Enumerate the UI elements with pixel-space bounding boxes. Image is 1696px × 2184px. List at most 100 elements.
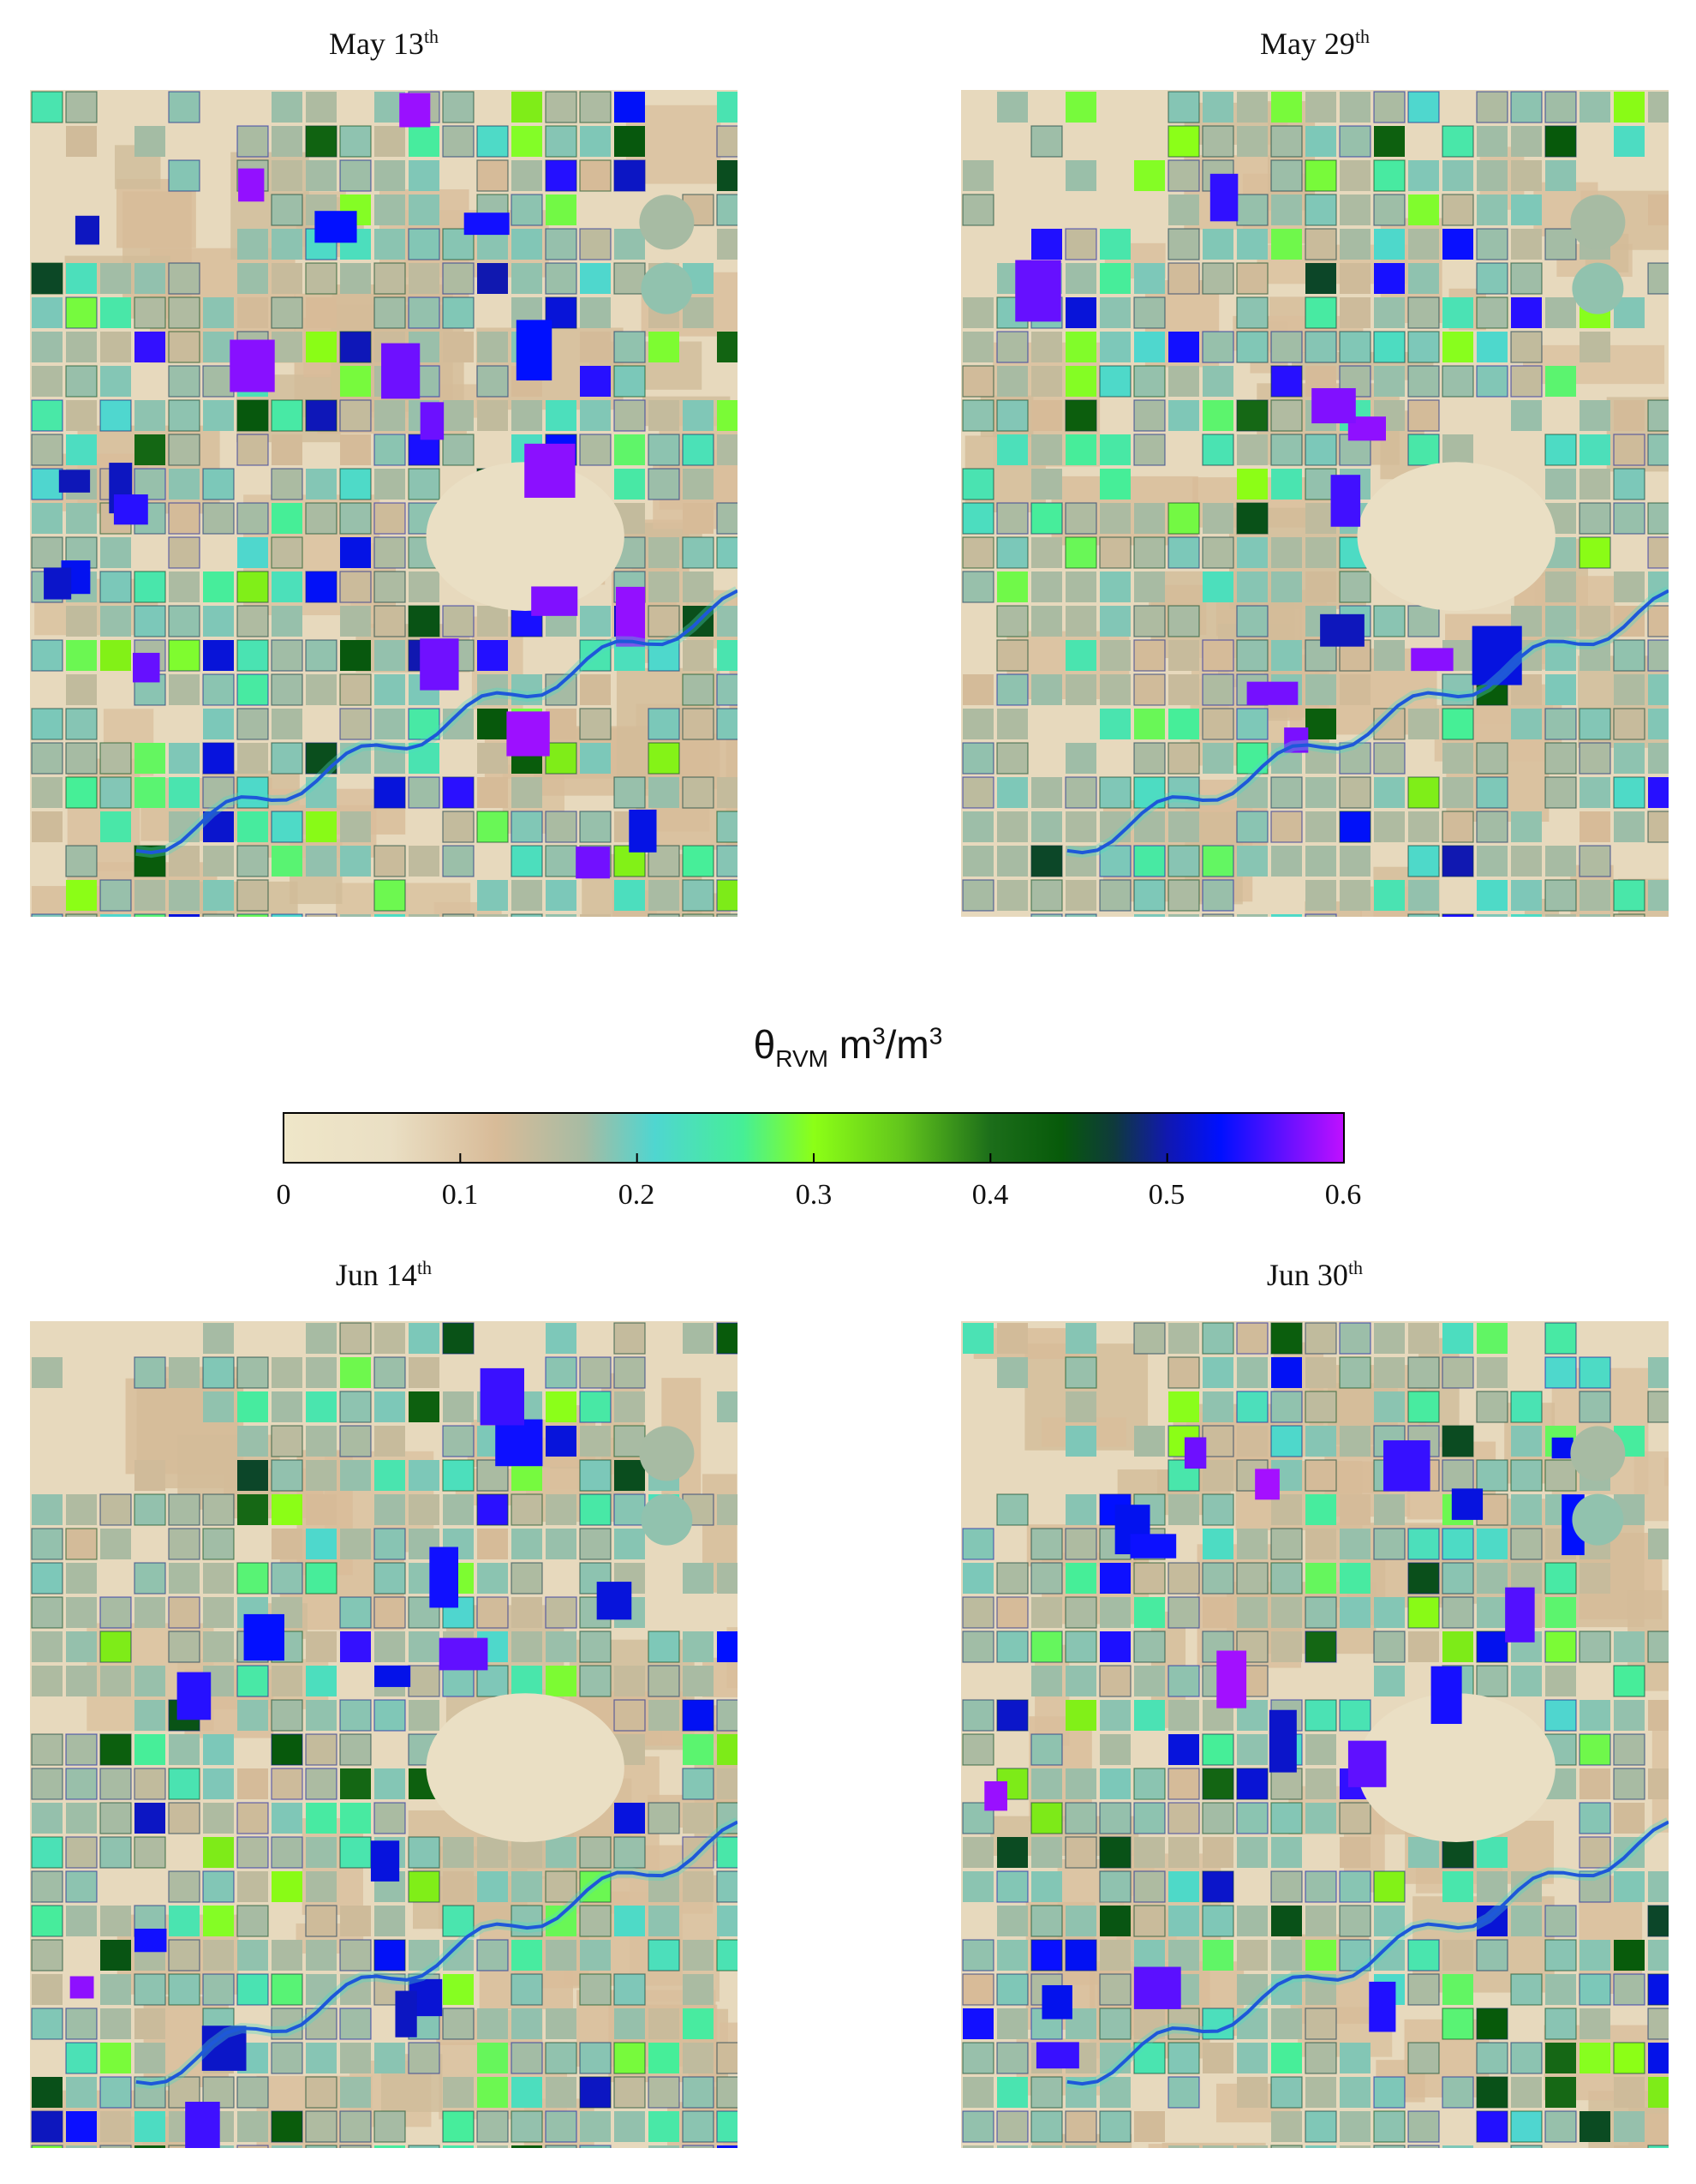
field (100, 606, 131, 637)
field-border (373, 502, 406, 535)
field (963, 1700, 994, 1731)
field-border (65, 1836, 98, 1869)
field (1614, 1871, 1645, 1902)
field (443, 1391, 474, 1422)
field (1340, 229, 1371, 260)
field (1203, 503, 1233, 534)
field (306, 1906, 337, 1936)
field-border (1065, 1631, 1097, 1663)
field (1374, 1391, 1405, 1422)
field (169, 434, 200, 465)
field-border (1579, 1973, 1611, 2006)
field (1100, 846, 1131, 877)
field-border (1647, 399, 1669, 432)
field-border (339, 399, 372, 432)
field (1066, 332, 1096, 362)
field (1374, 1529, 1405, 1559)
field (237, 263, 268, 294)
field-border (1133, 1631, 1166, 1663)
field (100, 1529, 131, 1559)
field (1168, 880, 1199, 911)
field (134, 126, 165, 157)
field (1374, 366, 1405, 397)
field (374, 1323, 405, 1354)
field-border (1476, 776, 1508, 809)
field-border (373, 434, 406, 466)
field (683, 2145, 714, 2148)
field (1614, 434, 1645, 465)
field-border (168, 2145, 200, 2148)
field (614, 434, 645, 465)
field-border (134, 1356, 166, 1389)
field (374, 1700, 405, 1731)
field (237, 126, 268, 157)
field-border (373, 845, 406, 877)
field-border (1167, 262, 1200, 295)
field-border (1065, 399, 1097, 432)
field-border (408, 1596, 440, 1629)
field-border (716, 2110, 738, 2143)
field (1340, 126, 1371, 157)
field (511, 777, 542, 808)
dry-region (85, 2140, 143, 2148)
field (1066, 1940, 1096, 1971)
field-border (271, 673, 303, 706)
field (511, 2008, 542, 2039)
field-border (1407, 845, 1440, 877)
field (306, 1666, 337, 1696)
field (272, 1700, 302, 1731)
field (272, 606, 302, 637)
field-border (962, 1973, 994, 2006)
field (66, 674, 97, 705)
field-border (1544, 1699, 1577, 1732)
field (32, 914, 63, 917)
field-border (1236, 811, 1269, 843)
field-border (1202, 1802, 1234, 1834)
field-border (1099, 1802, 1132, 1834)
field (374, 846, 405, 877)
field (1648, 503, 1669, 534)
field (306, 1426, 337, 1457)
field-border (1407, 2110, 1440, 2143)
field (272, 1563, 302, 1594)
field-border (339, 502, 372, 535)
field (683, 2008, 714, 2039)
field (237, 2077, 268, 2108)
field (1134, 366, 1165, 397)
field (1477, 846, 1508, 877)
field-border (236, 2076, 269, 2109)
field (717, 1391, 738, 1422)
wet-field (629, 809, 657, 853)
field (1408, 1837, 1439, 1868)
field (100, 777, 131, 808)
river-floodplain (135, 586, 738, 859)
field (1614, 2043, 1645, 2073)
field (717, 1871, 738, 1902)
field (717, 777, 738, 808)
field (374, 674, 405, 705)
field (134, 1563, 165, 1594)
field-border (236, 776, 269, 809)
field (1271, 1837, 1302, 1868)
field (1305, 1494, 1336, 1525)
field-border (682, 913, 714, 917)
field-border (579, 811, 612, 843)
field (340, 2145, 371, 2148)
field (237, 1803, 268, 1834)
field (477, 400, 508, 431)
field (1271, 2008, 1302, 2039)
field (614, 92, 645, 123)
field-border (1167, 1802, 1200, 1834)
field-border (1476, 1391, 1508, 1423)
field-border (65, 1768, 98, 1800)
field (546, 194, 576, 225)
field (32, 1357, 63, 1388)
field (1134, 297, 1165, 328)
field (1545, 1906, 1576, 1936)
field (66, 297, 97, 328)
field (614, 1391, 645, 1422)
field (1134, 1940, 1165, 1971)
field-border (168, 605, 200, 637)
field-border (271, 536, 303, 569)
field (1031, 606, 1062, 637)
